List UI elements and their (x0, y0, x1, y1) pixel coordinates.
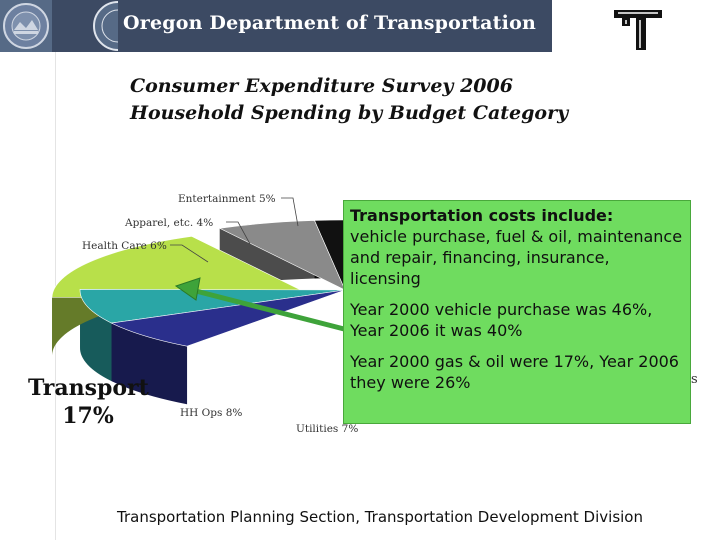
callout-arrow-head (174, 277, 201, 301)
callout-vehicle-purchase: Year 2000 vehicle purchase was 46%, Year… (350, 300, 653, 340)
callout-gas-oil: Year 2000 gas & oil were 17%, Year 2006 … (350, 352, 679, 392)
callout-body: vehicle purchase, fuel & oil, maintenanc… (350, 227, 683, 288)
slice-leader-line (281, 197, 299, 227)
odot-logo-icon (612, 6, 664, 52)
callout-heading: Transportation costs include: (350, 206, 614, 225)
state-seal-logo (0, 0, 52, 52)
pie-slice-hh (79, 288, 346, 324)
slice-label: Utilities 7% (296, 423, 358, 435)
header-banner: Oregon Department of Transportation (0, 0, 552, 52)
header-title: Oregon Department of Transportation (123, 12, 536, 34)
slice-leader-line (226, 221, 251, 245)
callout-arrow (191, 287, 349, 333)
pie-slice-health (218, 220, 346, 291)
transport-label-line2: 17% (62, 403, 114, 429)
footer-text: Transportation Planning Section, Transpo… (117, 508, 643, 526)
transport-highlight-label: Transport 17% (28, 374, 149, 430)
chart-title-line-2: Household Spending by Budget Category (130, 102, 569, 124)
slice-label: HH Ops 8% (180, 407, 242, 419)
callout-box: Transportation costs include: vehicle pu… (343, 200, 691, 424)
chart-title: Consumer Expenditure Survey 2006 Househol… (130, 73, 568, 127)
pie-slice-side (111, 323, 188, 405)
slice-label: Apparel, etc. 4% (124, 217, 213, 229)
transport-label-line1: Transport (28, 375, 149, 401)
slice-label: Entertainment 5% (178, 193, 276, 205)
chart-title-line-1: Consumer Expenditure Survey 2006 (130, 75, 513, 97)
slice-leader-line (170, 244, 209, 263)
callout-edge-glyph: s (691, 372, 698, 387)
slice-label: Health Care 6% (82, 240, 167, 252)
pie-slice-transport (51, 236, 318, 299)
seal-edge-logo (90, 0, 118, 52)
pie-slice-utilities (110, 289, 346, 347)
